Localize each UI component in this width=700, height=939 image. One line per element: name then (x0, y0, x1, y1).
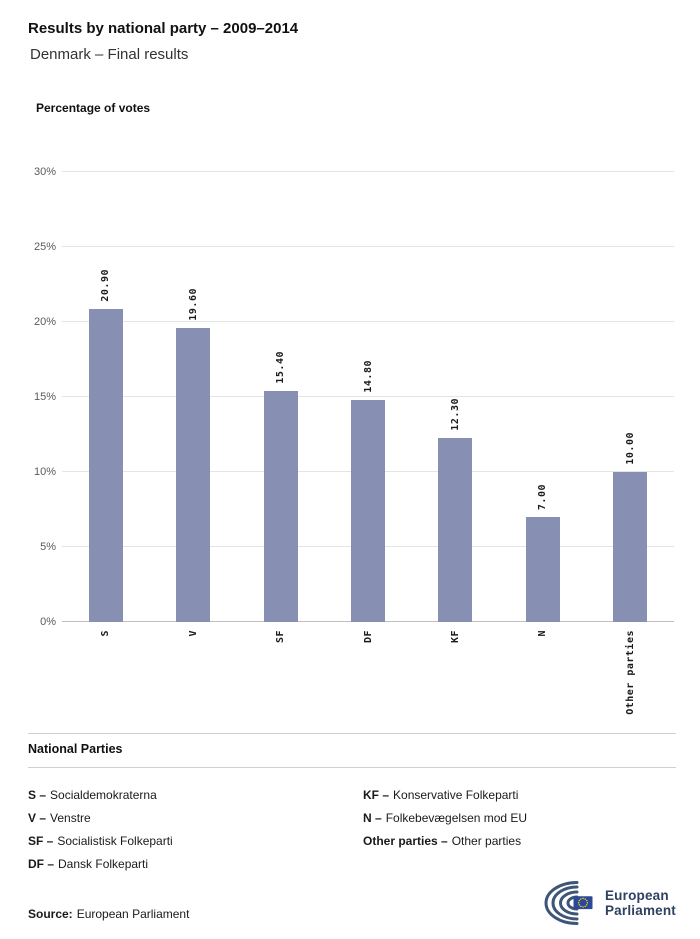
legend-item: KF – Konservative Folkeparti (363, 784, 676, 807)
gridline (62, 396, 674, 397)
y-axis-tick-label: 10% (33, 466, 56, 478)
bar (613, 472, 648, 622)
legend-column-right: KF – Konservative Folkeparti N – Folkebevæg… (363, 784, 676, 876)
legend-item-name: Venstre (50, 811, 91, 825)
bar (351, 400, 385, 622)
hemicycle-icon (544, 881, 593, 925)
legend-item-name: Socialdemokraterna (50, 788, 157, 802)
y-axis-tick-label: 20% (33, 316, 56, 328)
bar-value-label: 10.00 (624, 432, 636, 465)
bar-value-label: 19.60 (187, 288, 199, 321)
legend-item-name: Dansk Folkeparti (58, 857, 149, 871)
legend-item-abbr: KF – (363, 788, 390, 802)
page-subtitle: Denmark – Final results (30, 46, 189, 63)
legend-heading: National Parties (28, 742, 123, 756)
bar (176, 328, 211, 622)
logo-wordmark: European Parliament (605, 888, 676, 918)
legend-item-name: Socialistisk Folkeparti (57, 834, 173, 848)
gridline (62, 246, 674, 247)
legend-item: V – Venstre (28, 807, 363, 830)
legend-item-abbr: SF – (28, 834, 54, 848)
x-axis-label: KF (449, 630, 461, 644)
x-axis-label: N (537, 630, 549, 637)
y-axis-tick-label: 5% (40, 541, 56, 553)
logo-line1: European (604, 888, 669, 903)
bar-value-label: 20.90 (100, 268, 112, 302)
legend-item: Other parties – Other parties (363, 830, 676, 853)
legend-item: S – Socialdemokraterna (28, 784, 363, 807)
source-line: Source: European Parliament (28, 907, 189, 925)
source-label: Source: (28, 907, 73, 921)
legend-item-name: Folkebevægelsen mod EU (385, 811, 528, 825)
legend-item-abbr: DF – (28, 857, 55, 871)
chart-axis-title: Percentage of votes (36, 101, 151, 115)
footer: Source: European Parliament (28, 881, 676, 925)
eu-flag-icon (573, 896, 593, 910)
bar-value-label: 14.80 (362, 360, 374, 393)
x-axis-label: V (187, 630, 199, 637)
y-axis-tick-label: 25% (33, 241, 56, 253)
legend: S – Socialdemokraterna V – Venstre SF – Socia… (28, 784, 676, 876)
y-axis-tick-label: 15% (33, 391, 56, 403)
logo-line2: Parliament (604, 903, 676, 918)
european-parliament-logo: European Parliament (529, 881, 676, 925)
x-axis-label: Other parties (624, 630, 636, 715)
bar-value-label: 12.30 (449, 397, 461, 431)
gridline (62, 171, 674, 172)
bar-value-label: 15.40 (275, 351, 287, 384)
legend-item-abbr: N – (363, 811, 382, 825)
y-axis-tick-label: 30% (33, 166, 56, 178)
legend-heading-band: National Parties (28, 733, 676, 768)
plot-area: 20.90 S 19.60 V 15.40 SF 14.80 DF 12.30 KF 7.00 N 10… (62, 171, 674, 715)
bar (263, 391, 298, 622)
legend-item: N – Folkebevægelsen mod EU (363, 807, 676, 830)
page-title: Results by national party – 2009–2014 (28, 20, 299, 37)
source-value: European Parliament (76, 907, 190, 921)
legend-item-abbr: V – (28, 811, 47, 825)
legend-item-abbr: Other parties – (363, 834, 448, 848)
bar (88, 308, 123, 622)
y-axis-tick-label: 0% (40, 616, 56, 628)
x-axis-label: S (100, 630, 112, 637)
bar (525, 517, 560, 622)
x-axis-label: DF (362, 630, 374, 644)
legend-column-left: S – Socialdemokraterna V – Venstre SF – Socia… (28, 784, 363, 876)
legend-item: DF – Dansk Folkeparti (28, 853, 363, 876)
gridline (62, 321, 674, 322)
x-axis-label: SF (275, 630, 287, 644)
bar-value-label: 7.00 (537, 483, 549, 510)
bar-chart: 20.90 S 19.60 V 15.40 SF 14.80 DF 12.30 KF 7.00 N 10… (28, 166, 676, 717)
legend-item-abbr: S – (28, 788, 47, 802)
legend-item-name: Konservative Folkeparti (393, 788, 519, 802)
legend-item: SF – Socialistisk Folkeparti (28, 830, 363, 853)
bar (438, 437, 473, 622)
legend-item-name: Other parties (451, 834, 522, 848)
